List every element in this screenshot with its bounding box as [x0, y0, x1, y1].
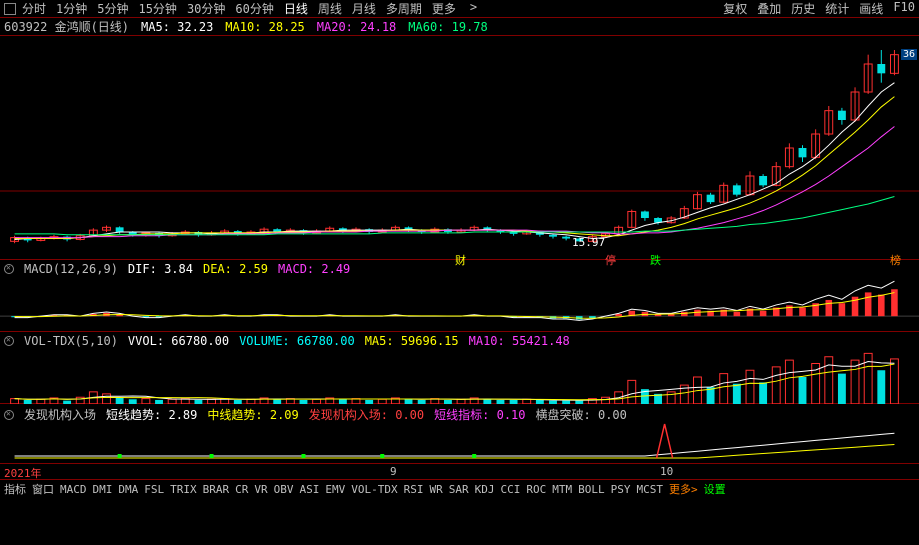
ma5-label: MA5:: [141, 20, 170, 34]
right-buttons: 复权叠加历史统计画线 F10: [723, 0, 915, 17]
volma5-label: MA5:: [365, 334, 394, 348]
volma10-label: MA10:: [469, 334, 505, 348]
timeframe-周线[interactable]: 周线: [318, 0, 342, 17]
timeframe-15分钟[interactable]: 15分钟: [138, 0, 176, 17]
indicator-BRAR[interactable]: BRAR: [203, 483, 230, 496]
custom-indicator-panel[interactable]: 发现机构入场 短线趋势: 2.89 中线趋势: 2.09 发现机构入场: 0.00 短…: [0, 404, 919, 464]
indicator-OBV[interactable]: OBV: [274, 483, 294, 496]
indicator-DMA[interactable]: DMA: [118, 483, 138, 496]
gear-icon[interactable]: [4, 336, 14, 346]
ma60-label: MA60:: [408, 20, 444, 34]
volume-value: 66780.00: [297, 334, 355, 348]
macd-value: 2.49: [321, 262, 350, 276]
volume-panel[interactable]: VOL-TDX(5,10) VVOL: 66780.00 VOLUME: 667…: [0, 332, 919, 404]
macd-label: MACD:: [278, 262, 314, 276]
macd-panel[interactable]: MACD(12,26,9) DIF: 3.84 DEA: 2.59 MACD: …: [0, 260, 919, 332]
ma10-value: 28.25: [269, 20, 305, 34]
ma20-label: MA20:: [317, 20, 353, 34]
btn-历史[interactable]: 历史: [791, 0, 815, 17]
stock-info-bar: 603922 金鸿顺(日线) MA5: 32.23 MA10: 28.25 MA…: [0, 18, 919, 36]
marker-跌: 跌: [650, 252, 661, 268]
indicator-KDJ[interactable]: KDJ: [475, 483, 495, 496]
indicator-CR[interactable]: CR: [235, 483, 248, 496]
vvol-value: 66780.00: [171, 334, 229, 348]
btn-叠加[interactable]: 叠加: [757, 0, 781, 17]
macd-title: MACD(12,26,9): [24, 262, 118, 276]
btn-复权[interactable]: 复权: [723, 0, 747, 17]
bottombar-more[interactable]: 更多>: [669, 481, 698, 497]
main-kline-chart[interactable]: 3615.97财停跌榜: [0, 36, 919, 260]
marker-财: 财: [455, 252, 466, 268]
marker-榜: 榜: [890, 252, 901, 268]
indicator-CCI[interactable]: CCI: [500, 483, 520, 496]
ma5-value: 32.23: [177, 20, 213, 34]
low-price-tag: 15.97: [572, 236, 605, 249]
timeline: 2021年 9 10: [0, 464, 919, 480]
indicator-EMV[interactable]: EMV: [325, 483, 345, 496]
timeframes: 分时 1分钟 5分钟 15分钟 30分钟 60分钟日线周线月线多周期更多 >: [22, 0, 723, 17]
stock-code-name: 603922 金鸿顺(日线): [4, 18, 129, 35]
bottombar-窗口[interactable]: 窗口: [32, 481, 54, 497]
timeframe-多周期[interactable]: 多周期: [386, 0, 422, 17]
box-icon[interactable]: [4, 3, 16, 15]
bottombar-settings[interactable]: 设置: [704, 481, 726, 497]
custom-item: 短线趋势: 2.89: [106, 406, 197, 423]
timeline-tick: 9: [390, 465, 397, 478]
custom-item: 中线趋势: 2.09: [207, 406, 298, 423]
btn-统计[interactable]: 统计: [825, 0, 849, 17]
indicator-bar: 指标窗口 MACD DMI DMA FSL TRIX BRAR CR VR OBV ASI EMV VO…: [0, 480, 919, 498]
gear-icon[interactable]: [4, 264, 14, 274]
ma60-value: 19.78: [452, 20, 488, 34]
timeframe-分时[interactable]: 分时: [22, 0, 46, 17]
indicator-MTM[interactable]: MTM: [552, 483, 572, 496]
indicator-MACD[interactable]: MACD: [60, 483, 87, 496]
indicator-VOL-TDX[interactable]: VOL-TDX: [351, 483, 397, 496]
indicator-PSY[interactable]: PSY: [611, 483, 631, 496]
marker-停: 停: [605, 252, 616, 268]
indicator-MCST[interactable]: MCST: [636, 483, 663, 496]
btn-画线[interactable]: 画线: [859, 0, 883, 17]
indicator-WR[interactable]: WR: [429, 483, 442, 496]
timeframe-日线[interactable]: 日线: [284, 0, 308, 17]
bottombar-指标[interactable]: 指标: [4, 481, 26, 497]
volma10-value: 55421.48: [512, 334, 570, 348]
indicator-FSL[interactable]: FSL: [144, 483, 164, 496]
timeline-tick: 10: [660, 465, 673, 478]
vvol-label: VVOL:: [128, 334, 164, 348]
timeframe-5分钟[interactable]: 5分钟: [97, 0, 128, 17]
indicator-ROC[interactable]: ROC: [526, 483, 546, 496]
ma10-label: MA10:: [225, 20, 261, 34]
custom-item: 短线指标: 0.10: [434, 406, 525, 423]
custom-title: 发现机构入场: [24, 406, 96, 423]
volume-label: VOLUME:: [239, 334, 290, 348]
gear-icon[interactable]: [4, 410, 14, 420]
dea-value: 2.59: [239, 262, 268, 276]
timeframe-1分钟[interactable]: 1分钟: [56, 0, 87, 17]
dif-label: DIF:: [128, 262, 157, 276]
indicator-RSI[interactable]: RSI: [404, 483, 424, 496]
btn-F10[interactable]: F10: [893, 0, 915, 17]
timeframe-30分钟[interactable]: 30分钟: [187, 0, 225, 17]
volma5-value: 59696.15: [401, 334, 459, 348]
timeframe-bar: 分时 1分钟 5分钟 15分钟 30分钟 60分钟日线周线月线多周期更多 > 复权叠加历史统…: [0, 0, 919, 18]
indicator-BOLL[interactable]: BOLL: [578, 483, 605, 496]
timeframe-更多[interactable]: 更多: [432, 0, 456, 17]
more-chevron-icon[interactable]: >: [470, 0, 477, 17]
dif-value: 3.84: [164, 262, 193, 276]
ma20-value: 24.18: [360, 20, 396, 34]
indicator-SAR[interactable]: SAR: [449, 483, 469, 496]
timeframe-月线[interactable]: 月线: [352, 0, 376, 17]
custom-item: 横盘突破: 0.00: [536, 406, 627, 423]
indicator-TRIX[interactable]: TRIX: [170, 483, 197, 496]
voltdx-title: VOL-TDX(5,10): [24, 334, 118, 348]
timeline-year: 2021年: [4, 465, 42, 481]
dea-label: DEA:: [203, 262, 232, 276]
indicator-ASI[interactable]: ASI: [300, 483, 320, 496]
indicator-DMI[interactable]: DMI: [93, 483, 113, 496]
timeframe-60分钟[interactable]: 60分钟: [235, 0, 273, 17]
custom-item: 发现机构入场: 0.00: [309, 406, 424, 423]
price-tag-right: 36: [901, 49, 917, 60]
indicator-VR[interactable]: VR: [254, 483, 267, 496]
